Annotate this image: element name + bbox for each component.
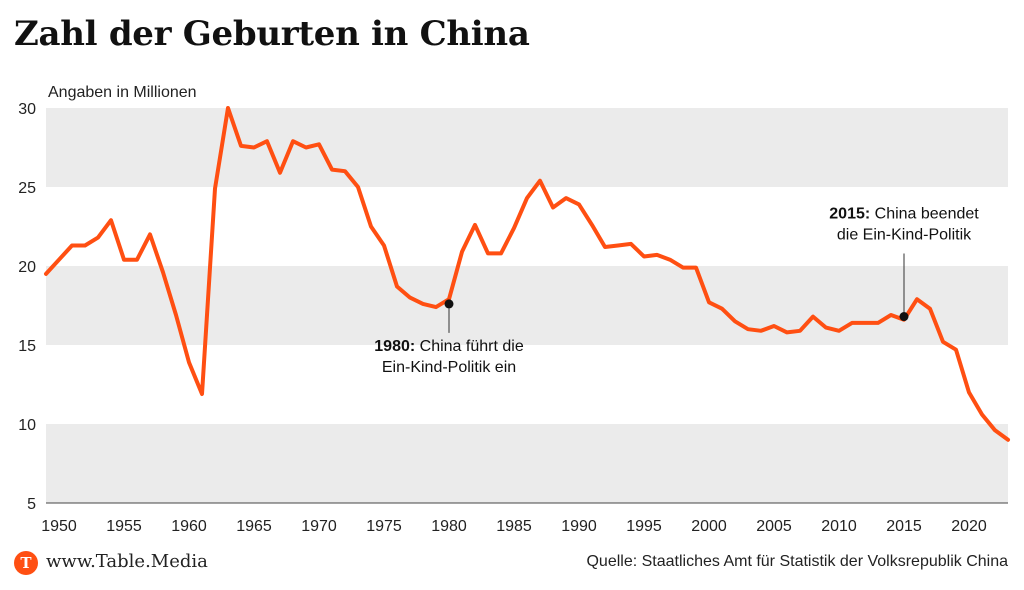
x-tick-label: 1970 [301, 518, 337, 535]
annotation-2015-text-line1: 2015: China beendet [829, 206, 979, 223]
y-tick-label: 5 [27, 496, 36, 513]
x-tick-label: 2000 [691, 518, 727, 535]
x-tick-label: 1980 [431, 518, 467, 535]
chart-title: Zahl der Geburten in China [14, 14, 530, 54]
annotation-2015-year: 2015: [829, 206, 870, 223]
x-tick-label: 1950 [41, 518, 77, 535]
x-tick-label: 2015 [886, 518, 922, 535]
grid-band [46, 108, 1008, 187]
table-media-logo-icon: T [14, 551, 38, 575]
annotation-1980-year: 1980: [374, 338, 415, 355]
annotation-2015-text-line2: die Ein-Kind-Politik [837, 227, 972, 244]
y-axis-label: Angaben in Millionen [48, 84, 197, 101]
y-tick-label: 10 [18, 417, 36, 434]
annotation-2015-marker [899, 312, 909, 322]
y-tick-label: 25 [18, 180, 36, 197]
x-tick-label: 2020 [951, 518, 987, 535]
footer-site[interactable]: www.Table.Media [46, 551, 208, 572]
annotation-1980-text-line1: 1980: China führt die [374, 338, 524, 355]
x-tick-label: 1960 [171, 518, 207, 535]
x-tick-label: 1995 [626, 518, 662, 535]
footer-source: Quelle: Staatliches Amt für Statistik de… [586, 553, 1008, 570]
annotation-1980-desc: China führt die [415, 338, 524, 355]
births-series-line [44, 106, 1010, 442]
x-tick-label: 1965 [236, 518, 272, 535]
x-tick-label: 1985 [496, 518, 532, 535]
annotation-2015-desc: China beendet [870, 206, 979, 223]
x-tick-label: 1955 [106, 518, 142, 535]
grid-band [46, 424, 1008, 503]
x-tick-label: 2005 [756, 518, 792, 535]
y-tick-label: 30 [18, 101, 36, 118]
x-tick-label: 1990 [561, 518, 597, 535]
x-tick-label: 2010 [821, 518, 857, 535]
x-tick-label: 1975 [366, 518, 402, 535]
annotation-1980-text-line2: Ein-Kind-Politik ein [382, 359, 516, 376]
y-tick-label: 15 [18, 338, 36, 355]
grid-band [46, 266, 1008, 345]
annotation-1980-marker [444, 299, 454, 309]
y-tick-label: 20 [18, 259, 36, 276]
